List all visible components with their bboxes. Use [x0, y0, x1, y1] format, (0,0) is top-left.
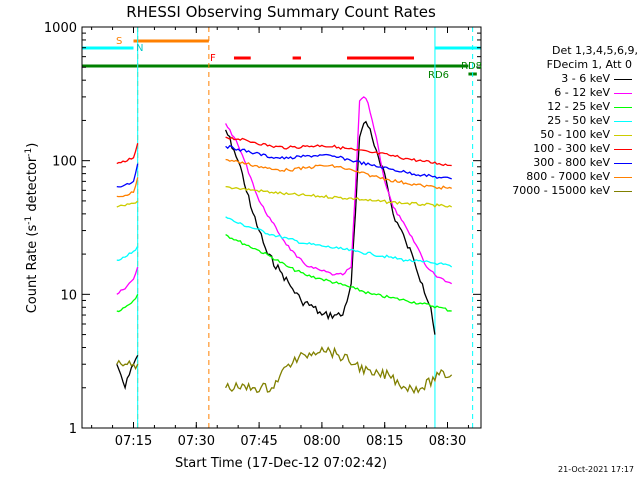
series-line-3 [116, 216, 453, 268]
series-lines [116, 96, 453, 395]
flag-label-rd8: RD8 [461, 61, 482, 72]
legend-entry-swatch [614, 135, 632, 136]
legend-entry-swatch [614, 93, 632, 94]
y-axis-label-tail: detector [25, 156, 40, 216]
legend-entry: 12 - 25 keV [478, 100, 638, 114]
legend-entry: 7000 - 15000 keV [478, 184, 638, 198]
y-tick-label-0: 1 [69, 422, 77, 437]
series-line-2 [116, 234, 452, 313]
y-axis-label-sup-2: -1 [24, 148, 34, 157]
legend-entry-label: 12 - 25 keV [547, 100, 610, 113]
legend-entries: 3 - 6 keV 6 - 12 keV 12 - 25 keV 25 - 50 ke… [478, 72, 638, 198]
legend-entry-swatch [614, 149, 632, 150]
x-tick-label-4: 08:15 [366, 434, 403, 449]
legend-entry-swatch [614, 191, 632, 192]
legend-entry-swatch [614, 121, 632, 122]
y-tick-label-1: 10 [60, 288, 77, 303]
legend-entry-swatch [614, 79, 632, 80]
legend-header-line-2: FDecim 1, Att 0 [546, 58, 632, 71]
legend-entry-label: 3 - 6 keV [561, 72, 610, 85]
y-tick-label-3: 1000 [44, 21, 77, 36]
x-tick-label-3: 08:00 [303, 434, 340, 449]
flag-label-n: N [136, 43, 143, 54]
legend-entry: 3 - 6 keV [478, 72, 638, 86]
series-line-6 [116, 145, 452, 188]
series-line-8 [116, 345, 453, 395]
y-axis-label-main: Count Rate (s [25, 225, 40, 314]
series-line-5 [116, 136, 452, 167]
axis-ticks: 07:15 07:30 07:45 08:00 08:15 08:30 1 10 100 1000 [44, 21, 481, 449]
legend-entry: 100 - 300 keV [478, 142, 638, 156]
legend-entry: 6 - 12 keV [478, 86, 638, 100]
legend-entry-label: 50 - 100 keV [540, 128, 610, 141]
y-tick-label-2: 100 [52, 155, 77, 170]
flag-label-s: S [116, 36, 122, 47]
legend-entry: 300 - 800 keV [478, 156, 638, 170]
x-tick-label-1: 07:30 [178, 434, 215, 449]
time-markers [137, 27, 474, 428]
x-tick-label-5: 08:30 [429, 434, 466, 449]
flag-label-f: F [210, 53, 216, 64]
legend-entry-label: 25 - 50 keV [547, 114, 610, 127]
legend-entry-label: 800 - 7000 keV [526, 170, 610, 183]
x-axis-label: Start Time (17-Dec-12 07:02:42) [175, 456, 387, 471]
y-axis-label: Count Rate (s-1 detector-1) [24, 143, 40, 314]
x-tick-label-2: 07:45 [240, 434, 277, 449]
series-line-1 [116, 96, 453, 295]
series-line-4 [116, 185, 453, 208]
legend-entry-label: 100 - 300 keV [533, 142, 610, 155]
legend-entry: 800 - 7000 keV [478, 170, 638, 184]
series-line-0 [116, 120, 436, 391]
legend-entry-swatch [614, 163, 632, 164]
legend-entry: 50 - 100 keV [478, 128, 638, 142]
series-line-7 [116, 158, 452, 198]
legend-entry-swatch [614, 177, 632, 178]
chart-title: RHESSI Observing Summary Count Rates [126, 3, 436, 21]
legend-entry-label: 6 - 12 keV [554, 86, 610, 99]
y-axis-label-sup: -1 [24, 216, 34, 225]
y-axis-label-close: ) [25, 143, 40, 148]
legend-entry-label: 300 - 800 keV [533, 156, 610, 169]
x-tick-label-0: 07:15 [115, 434, 152, 449]
flag-bars [82, 39, 481, 76]
legend-header-line-1: Det 1,3,4,5,6,9, [551, 44, 638, 57]
legend-entry: 25 - 50 keV [478, 114, 638, 128]
legend: Det 1,3,4,5,6,9, FDecim 1, Att 0 3 - 6 k… [478, 44, 638, 198]
generation-timestamp: 21-Oct-2021 17:17 [558, 465, 634, 474]
legend-entry-label: 7000 - 15000 keV [512, 184, 610, 197]
flag-label-rd6: RD6 [428, 70, 449, 81]
plot-frame [81, 26, 482, 429]
legend-entry-swatch [614, 107, 632, 108]
